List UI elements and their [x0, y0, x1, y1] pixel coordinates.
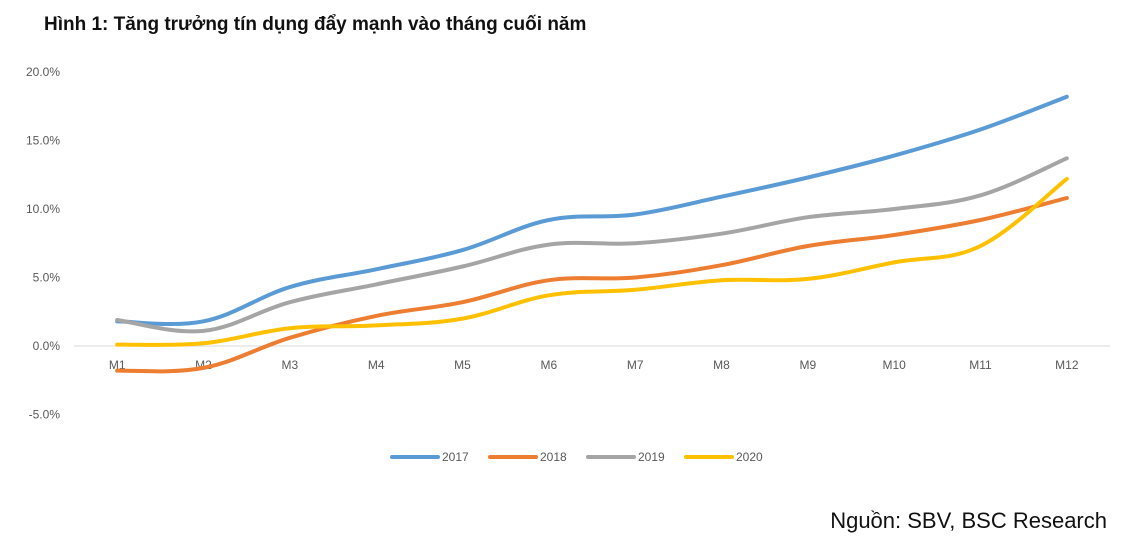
y-tick-label: 15.0% — [26, 134, 60, 148]
x-tick-label: M10 — [882, 358, 906, 372]
x-tick-label: M8 — [713, 358, 730, 372]
series-line-2017 — [115, 94, 1069, 327]
line-chart: 20.0%15.0%10.0%5.0%0.0%-5.0% M1 M2 M3 M4 M5 M… — [26, 65, 1110, 464]
x-tick-label: M1 — [109, 358, 126, 372]
series-line-2019 — [115, 156, 1069, 334]
x-tick-label: M7 — [627, 358, 644, 372]
x-tick-label: M12 — [1055, 358, 1079, 372]
y-tick-label: 10.0% — [26, 202, 60, 216]
x-tick-label: M3 — [281, 358, 298, 372]
y-axis-ticks: 20.0% 15.0% 10.0% 5.0% 0.0% -5.0% — [26, 65, 60, 422]
y-tick-label: 20.0% — [26, 65, 60, 79]
legend-label-2019: 2019 — [638, 450, 665, 464]
y-tick-label: -5.0% — [29, 408, 61, 422]
x-tick-label: M9 — [799, 358, 816, 372]
x-tick-label: M5 — [454, 358, 471, 372]
chart-title: Hình 1: Tăng trưởng tín dụng đẩy mạnh và… — [44, 14, 587, 35]
legend-label-2020: 2020 — [736, 450, 763, 464]
y-tick-label: 5.0% — [33, 271, 61, 285]
y-tick-label: 0.0% — [33, 339, 61, 353]
legend-label-2018: 2018 — [540, 450, 567, 464]
x-tick-label: M11 — [969, 358, 992, 372]
series-lines — [115, 94, 1069, 374]
source-note: Nguồn: SBV, BSC Research — [830, 508, 1107, 533]
series-line-2020 — [115, 176, 1069, 347]
x-tick-label: M4 — [368, 358, 385, 372]
legend: 2017 2018 2019 2020 — [390, 450, 763, 464]
series-line-2018 — [115, 196, 1069, 374]
legend-label-2017: 2017 — [442, 450, 469, 464]
x-tick-label: M6 — [540, 358, 557, 372]
x-axis-ticks: M1 M2 M3 M4 M5 M6 M7 M8 M9 M10 M11 M12 — [109, 358, 1079, 372]
